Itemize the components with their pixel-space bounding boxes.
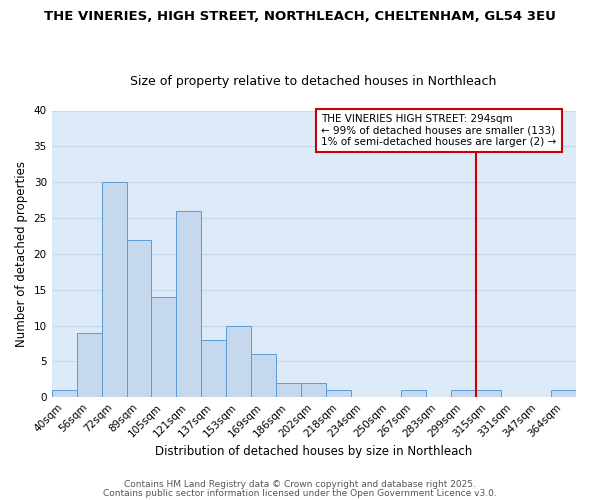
Title: Size of property relative to detached houses in Northleach: Size of property relative to detached ho… bbox=[130, 76, 497, 88]
Bar bbox=[52, 390, 77, 397]
Bar bbox=[301, 383, 326, 397]
Bar bbox=[451, 390, 476, 397]
X-axis label: Distribution of detached houses by size in Northleach: Distribution of detached houses by size … bbox=[155, 444, 472, 458]
Bar bbox=[176, 211, 202, 397]
Bar bbox=[151, 297, 176, 397]
Bar bbox=[77, 332, 101, 397]
Bar bbox=[401, 390, 426, 397]
Bar bbox=[251, 354, 276, 397]
Y-axis label: Number of detached properties: Number of detached properties bbox=[15, 161, 28, 347]
Bar bbox=[551, 390, 575, 397]
Text: THE VINERIES HIGH STREET: 294sqm
← 99% of detached houses are smaller (133)
1% o: THE VINERIES HIGH STREET: 294sqm ← 99% o… bbox=[321, 114, 556, 148]
Text: Contains HM Land Registry data © Crown copyright and database right 2025.: Contains HM Land Registry data © Crown c… bbox=[124, 480, 476, 489]
Bar bbox=[101, 182, 127, 397]
Bar bbox=[127, 240, 151, 397]
Bar bbox=[276, 383, 301, 397]
Bar bbox=[476, 390, 501, 397]
Text: Contains public sector information licensed under the Open Government Licence v3: Contains public sector information licen… bbox=[103, 490, 497, 498]
Bar bbox=[202, 340, 226, 397]
Bar bbox=[326, 390, 351, 397]
Text: THE VINERIES, HIGH STREET, NORTHLEACH, CHELTENHAM, GL54 3EU: THE VINERIES, HIGH STREET, NORTHLEACH, C… bbox=[44, 10, 556, 23]
Bar bbox=[226, 326, 251, 397]
